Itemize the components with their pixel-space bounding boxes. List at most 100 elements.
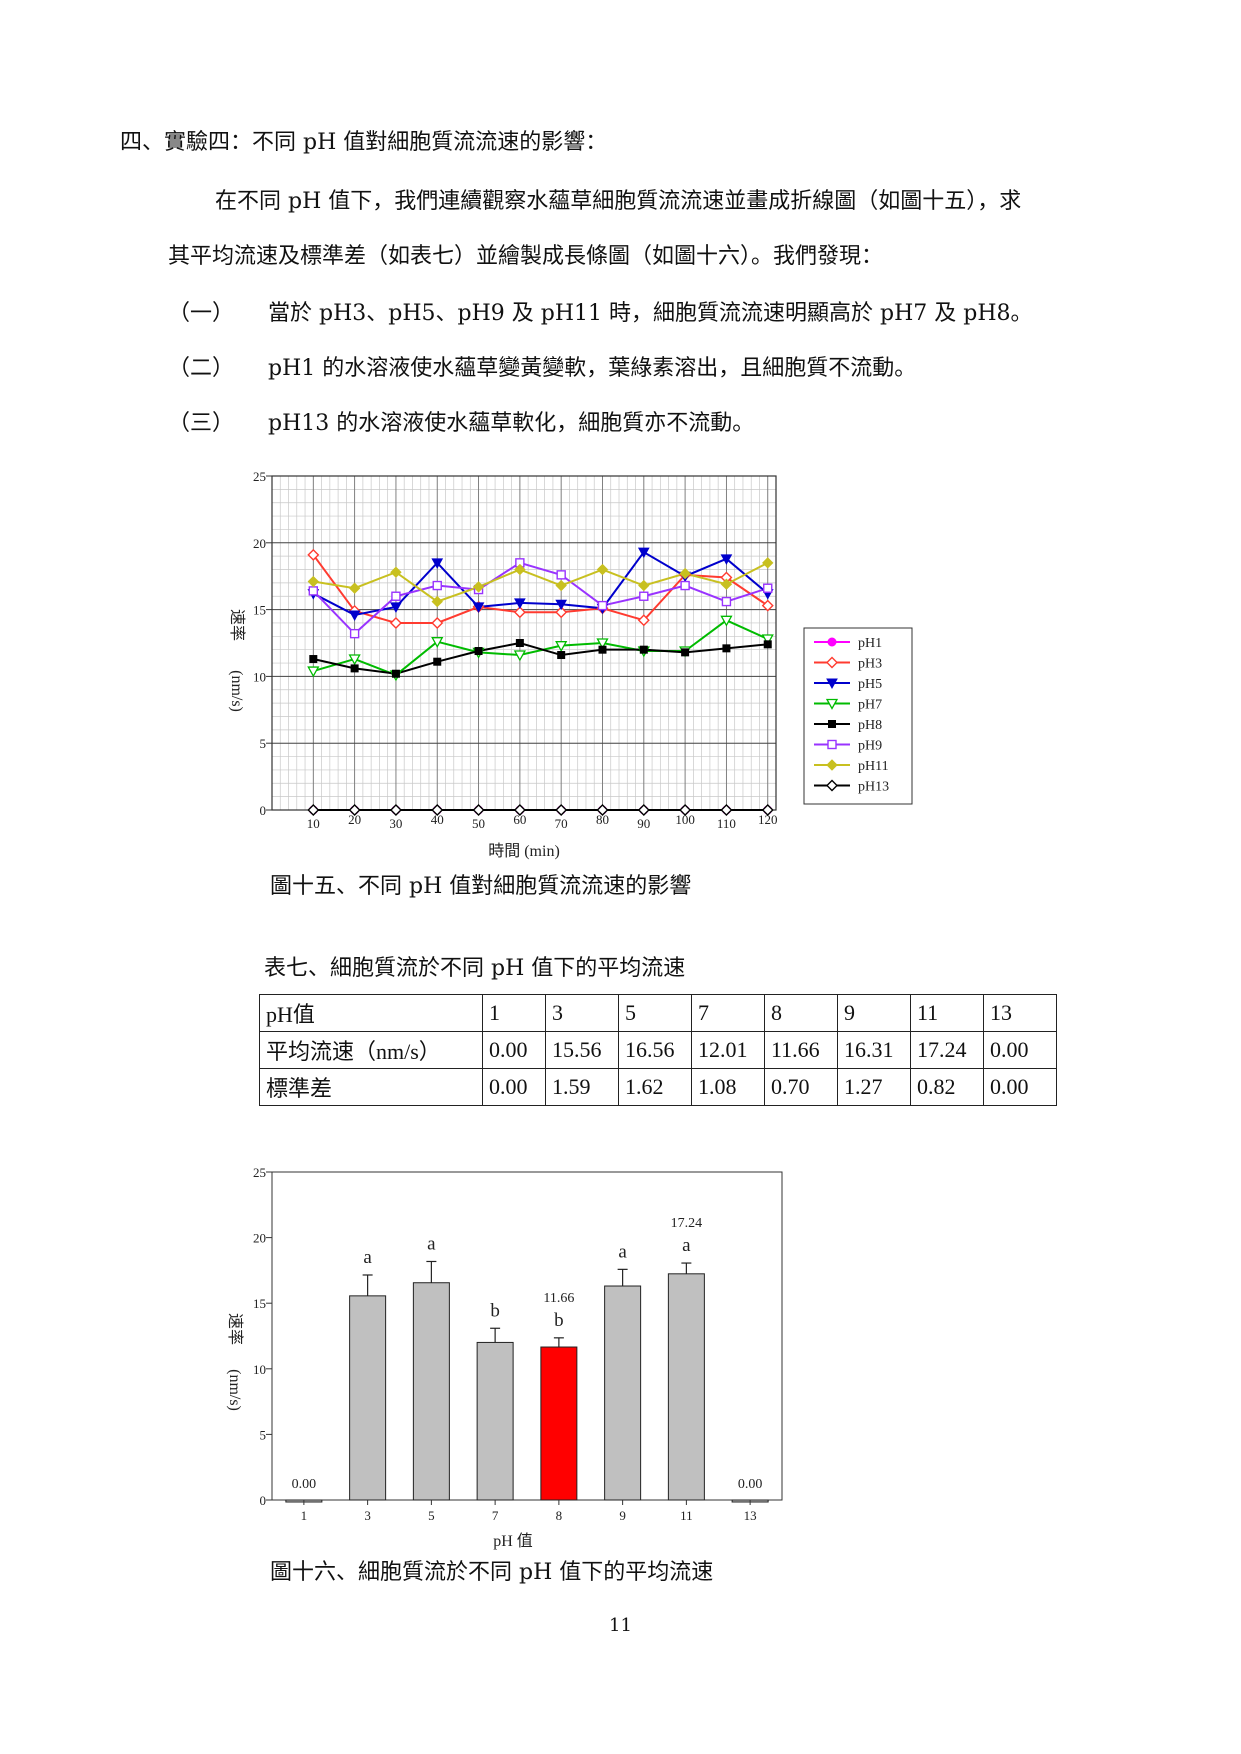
intro-line-2: 其平均流速及標準差（如表七）並繪製成長條圖（如圖十六）。我們發現：	[168, 244, 884, 269]
legend-label: pH8	[858, 718, 882, 733]
data-point	[555, 606, 568, 619]
y-tick-label: 10	[253, 669, 266, 684]
data-point	[720, 554, 733, 565]
data-point	[555, 804, 568, 816]
data-point	[722, 644, 731, 653]
data-point	[763, 640, 772, 649]
data-point	[828, 720, 836, 728]
x-tick-label: 40	[431, 812, 444, 827]
data-point	[513, 804, 526, 816]
x-tick-label: 100	[675, 812, 695, 827]
y-tick-label: 5	[260, 736, 267, 751]
data-point	[472, 602, 485, 613]
data-label: 11.66	[543, 1291, 574, 1306]
data-point	[596, 804, 609, 816]
series-line	[312, 554, 769, 624]
x-tick-label: 80	[596, 812, 609, 827]
y-tick-label: 25	[253, 1165, 266, 1180]
table-header-cell: 3	[545, 994, 619, 1032]
data-point	[307, 804, 320, 816]
data-point	[762, 557, 774, 569]
data-point	[679, 804, 692, 816]
table-cell: 11.66	[764, 1031, 838, 1069]
y-axis-label: 速率	[226, 1313, 244, 1345]
x-tick-label: 120	[758, 812, 778, 827]
data-point	[826, 779, 838, 792]
series-line	[313, 619, 769, 677]
data-point	[763, 583, 773, 593]
y-axis-unit: (nm/s)	[226, 1369, 243, 1411]
x-tick-label: 1	[301, 1508, 308, 1523]
table-cell: 1.27	[837, 1068, 911, 1106]
significance-letter: a	[427, 1233, 436, 1254]
x-tick-label: 13	[744, 1508, 757, 1523]
data-point	[390, 566, 402, 578]
table-cell: 12.01	[691, 1031, 765, 1069]
page-number: 11	[609, 1615, 632, 1636]
x-axis-label: 時間 (min)	[488, 842, 560, 860]
table-cell: 17.24	[910, 1031, 984, 1069]
legend-label: pH1	[858, 636, 882, 651]
data-point	[307, 548, 320, 561]
x-tick-label: 7	[492, 1508, 499, 1523]
finding-text: pH1 的水溶液使水蘊草變黃變軟，葉綠素溶出，且細胞質不流動。	[268, 356, 917, 381]
data-point	[825, 698, 839, 710]
y-axis-unit: (nm/s)	[228, 670, 245, 712]
data-point	[680, 580, 690, 591]
significance-letter: a	[618, 1241, 627, 1262]
table-row: 平均流速（nm/s） 0.00 15.56 16.56 12.01 11.66 …	[259, 1031, 1057, 1069]
bar	[412, 1282, 450, 1501]
table-cell: 0.82	[910, 1068, 984, 1106]
finding-number: （二）	[168, 356, 235, 381]
plot-frame	[271, 475, 777, 811]
data-point	[431, 558, 444, 569]
data-point	[826, 678, 838, 690]
data-label: 0.00	[738, 1477, 763, 1492]
data-point	[761, 599, 774, 612]
x-tick-label: 50	[472, 816, 485, 831]
data-point	[721, 596, 732, 607]
table-caption: 表七、細胞質流於不同 pH 值下的平均流速	[264, 956, 686, 981]
data-point	[555, 641, 568, 653]
table-header-cell: 11	[910, 994, 984, 1032]
table-cell: 0.70	[764, 1068, 838, 1106]
data-point	[309, 655, 318, 664]
y-tick-label: 15	[253, 603, 266, 618]
x-tick-label: 3	[364, 1508, 371, 1523]
y-tick-label: 5	[260, 1427, 267, 1442]
bar	[349, 1295, 387, 1501]
table-cell: 15.56	[545, 1031, 619, 1069]
data-label: 17.24	[671, 1216, 703, 1231]
data-point	[433, 657, 442, 666]
data-point	[515, 639, 524, 647]
data-point	[827, 637, 837, 647]
data-point	[348, 582, 361, 594]
data-point	[555, 599, 568, 611]
data-point	[555, 579, 567, 592]
figure-16-caption: 圖十六、細胞質流於不同 pH 值下的平均流速	[270, 1560, 714, 1585]
table-cell: 0.00	[482, 1031, 546, 1069]
data-point	[596, 563, 609, 576]
data-point	[513, 606, 526, 619]
table-header-cell: pH值	[259, 994, 483, 1032]
data-point	[556, 570, 566, 580]
data-point	[637, 804, 650, 816]
y-tick-label: 10	[253, 1362, 266, 1377]
legend-label: pH13	[858, 780, 889, 795]
series-line	[312, 561, 769, 636]
data-point	[720, 578, 733, 590]
data-point	[514, 563, 526, 576]
x-tick-label: 60	[513, 812, 526, 827]
y-tick-label: 0	[260, 803, 267, 818]
bar	[476, 1341, 514, 1501]
data-point	[350, 664, 359, 673]
table-cell: 16.56	[618, 1031, 692, 1069]
data-point	[826, 656, 838, 669]
data-point	[349, 628, 360, 639]
line-chart: 0 5 10 15 20 25 10 20 30 40 50 60 70 80 90 100 110 120 時間 …	[228, 469, 913, 860]
x-tick-label: 9	[619, 1508, 626, 1523]
data-point	[431, 804, 444, 816]
table-row: 標準差 0.00 1.59 1.62 1.08 0.70 1.27 0.82 0…	[259, 1068, 1057, 1106]
bar	[540, 1346, 578, 1501]
data-point	[389, 804, 402, 816]
